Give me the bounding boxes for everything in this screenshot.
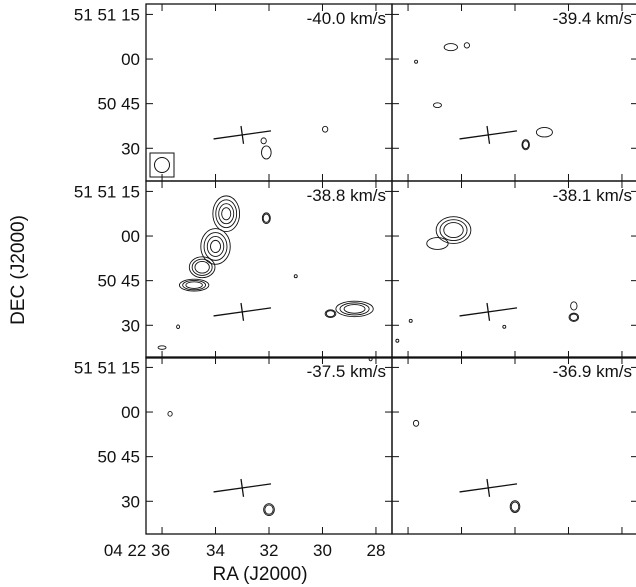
contour — [412, 419, 420, 427]
x-tick-label: 04 22 36 — [104, 541, 170, 560]
contour — [215, 199, 238, 229]
velocity-label: -37.5 km/s — [307, 362, 386, 381]
contour — [263, 503, 275, 517]
contour — [212, 195, 241, 233]
contour — [509, 500, 521, 514]
panel-frame — [145, 356, 393, 535]
y-tick-label: 00 — [121, 227, 140, 246]
panel-frame — [145, 3, 393, 182]
contour — [535, 127, 553, 138]
y-tick-label: 30 — [121, 492, 140, 511]
contour — [435, 216, 472, 244]
contour — [200, 228, 231, 265]
contour — [182, 280, 207, 291]
contour — [569, 313, 579, 321]
contour — [206, 235, 225, 257]
contour — [426, 237, 449, 250]
contour — [521, 139, 530, 151]
contour — [185, 281, 203, 289]
contour — [210, 239, 221, 253]
contour — [570, 301, 578, 311]
panel-frame — [391, 180, 636, 359]
contour — [335, 300, 374, 318]
contour — [439, 219, 468, 241]
channel-panel: -40.0 km/s — [145, 3, 393, 182]
contour — [167, 410, 173, 417]
channel-panel: -39.4 km/s — [391, 3, 636, 182]
y-axis-title: DEC (J2000) — [8, 215, 29, 325]
labels-layer: RA (J2000) DEC (J2000) 51 51 15 00 50 45 30… — [8, 5, 385, 585]
contour — [264, 504, 274, 515]
channel-panel: -37.5 km/s — [145, 356, 393, 535]
y-tick-label: 50 45 — [97, 272, 140, 291]
source-marker-line — [486, 478, 491, 497]
source-marker-line — [240, 478, 245, 497]
contour — [261, 145, 272, 160]
contour — [339, 302, 370, 316]
contour — [325, 310, 336, 318]
x-tick-label: 34 — [206, 541, 225, 560]
y-tick-label: 30 — [121, 316, 140, 335]
panels-layer: -40.0 km/s -39.4 km/s -38.8 km/s -38.1 km/s… — [145, 3, 636, 535]
y-tick-label: 00 — [121, 50, 140, 69]
contour — [568, 312, 580, 322]
y-tick-label: 50 45 — [97, 95, 140, 114]
contour — [463, 42, 470, 49]
contour — [522, 140, 530, 150]
contour — [194, 260, 210, 274]
contour — [260, 137, 267, 145]
contour — [262, 213, 270, 223]
y-tick-label: 51 51 15 — [74, 182, 140, 201]
velocity-label: -39.4 km/s — [553, 9, 632, 28]
y-tick-label: 51 51 15 — [74, 358, 140, 377]
contour — [221, 207, 232, 221]
y-tick-label: 50 45 — [97, 448, 140, 467]
x-axis-title: RA (J2000) — [212, 564, 307, 585]
x-tick-label: 32 — [260, 541, 279, 560]
contour — [443, 222, 464, 239]
contour — [322, 125, 329, 133]
source-marker-line — [486, 302, 491, 321]
contour — [408, 318, 413, 323]
source-marker-line — [486, 125, 491, 144]
contour — [432, 102, 442, 108]
x-tick-label: 30 — [313, 541, 332, 560]
contour — [203, 232, 228, 261]
contour — [368, 356, 373, 362]
contour — [343, 304, 366, 314]
velocity-label: -40.0 km/s — [307, 9, 386, 28]
contour — [443, 43, 458, 52]
velocity-label: -36.9 km/s — [553, 362, 632, 381]
contour — [510, 501, 520, 512]
y-tick-label: 30 — [121, 139, 140, 158]
contour — [218, 203, 235, 225]
y-tick-label: 00 — [121, 403, 140, 422]
contour — [178, 278, 210, 292]
y-tick-label: 51 51 15 — [74, 5, 140, 24]
panel-frame — [145, 180, 393, 359]
panel-frame — [391, 356, 636, 535]
x-tick-label: 28 — [366, 541, 385, 560]
channel-panel: -36.9 km/s — [391, 356, 636, 535]
channel-panel: -38.8 km/s — [145, 180, 393, 359]
contour — [191, 258, 213, 276]
contour — [324, 309, 337, 318]
contour — [188, 256, 216, 279]
beam-circle — [154, 157, 170, 173]
panel-frame — [391, 3, 636, 182]
channel-panel: -38.1 km/s — [391, 180, 636, 359]
contour — [502, 324, 507, 329]
velocity-label: -38.8 km/s — [307, 186, 386, 205]
beam-box — [149, 152, 175, 178]
contour — [395, 338, 400, 343]
contour — [157, 345, 167, 350]
contour — [261, 212, 271, 224]
source-marker-line — [240, 125, 245, 144]
velocity-label: -38.1 km/s — [553, 186, 632, 205]
source-marker-line — [240, 302, 245, 321]
contour — [293, 274, 298, 279]
contour — [414, 59, 419, 64]
contour — [176, 324, 181, 329]
